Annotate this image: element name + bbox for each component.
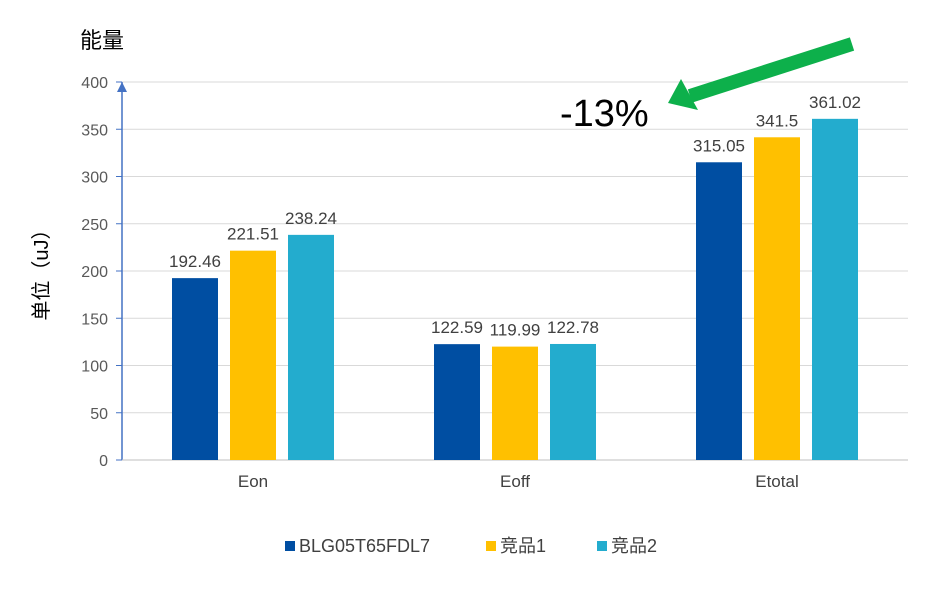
legend-label: 竞品1 <box>500 536 546 556</box>
x-category-label: Etotal <box>755 472 798 491</box>
bar <box>492 346 538 460</box>
bar <box>288 234 334 460</box>
bar <box>230 250 276 460</box>
bar <box>172 278 218 460</box>
x-category-label: Eoff <box>500 472 530 491</box>
annotation-arrow-head <box>668 79 698 110</box>
x-category-label: Eon <box>238 472 268 491</box>
data-label: 192.46 <box>169 252 221 271</box>
data-label: 119.99 <box>490 321 541 340</box>
data-label: 122.59 <box>431 318 483 337</box>
data-label: 221.51 <box>227 225 279 244</box>
data-label: 122.78 <box>547 318 599 337</box>
annotation-arrow-shaft <box>687 37 855 103</box>
y-tick-label: 250 <box>81 217 108 234</box>
y-tick-label: 350 <box>81 122 108 139</box>
y-tick-label: 100 <box>81 359 108 376</box>
data-label: 341.5 <box>756 111 799 130</box>
y-tick-label: 300 <box>81 170 108 187</box>
data-label: 361.02 <box>809 93 861 112</box>
y-tick-label: 200 <box>81 264 108 281</box>
legend-swatch <box>597 541 607 551</box>
y-tick-label: 400 <box>81 75 108 92</box>
legend-label: BLG05T65FDL7 <box>299 536 430 556</box>
bars <box>172 118 858 461</box>
legend-swatch <box>285 541 295 551</box>
annotation-arrow <box>668 37 855 110</box>
y-tick-labels: 0 50 100 150 200 250 300 350 400 <box>81 75 108 470</box>
y-tick-label: 0 <box>99 453 108 470</box>
bar <box>696 162 742 460</box>
y-axis-arrowhead <box>117 82 127 92</box>
legend-swatch <box>486 541 496 551</box>
bar <box>812 118 858 461</box>
y-tick-label: 150 <box>81 311 108 328</box>
x-category-labels: Eon Eoff Etotal <box>238 472 799 491</box>
data-label: 238.24 <box>285 209 337 228</box>
bar <box>754 137 800 460</box>
data-labels: 192.46 221.51 238.24 122.59 119.99 122.78 315.… <box>169 93 861 340</box>
y-tick-label: 50 <box>90 406 108 423</box>
data-label: 315.05 <box>693 136 745 155</box>
legend-label: 竞品2 <box>611 536 657 556</box>
bar <box>550 343 596 460</box>
legend: BLG05T65FDL7 竞品1 竞品2 <box>285 536 657 556</box>
bar <box>434 344 480 460</box>
annotation-text: -13% <box>560 93 649 135</box>
y-axis-title: 单位（uJ） <box>30 219 53 320</box>
y-axis-top-label: 能量 <box>80 28 124 53</box>
